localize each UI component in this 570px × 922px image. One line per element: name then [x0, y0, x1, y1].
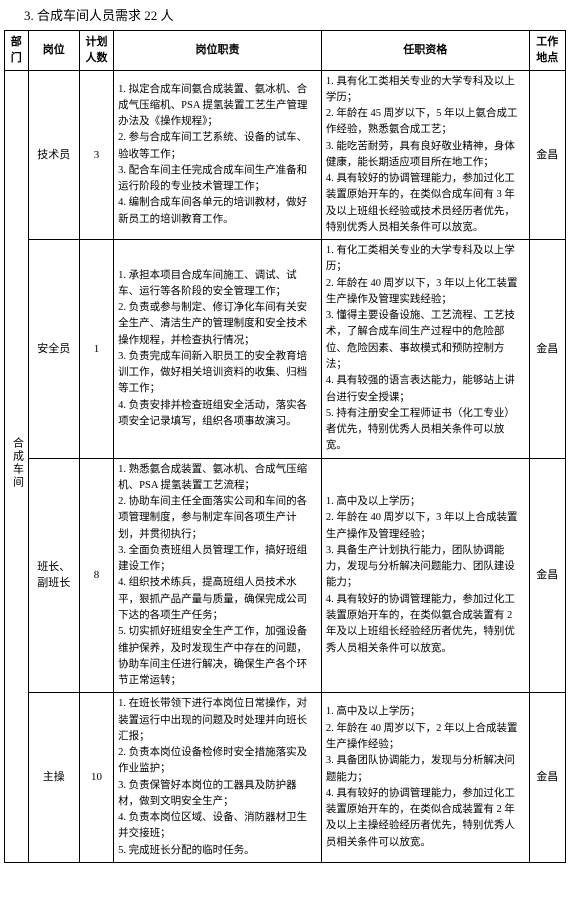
location-cell: 金昌 — [529, 240, 565, 458]
duty-cell: 1. 拟定合成车间氨合成装置、氨冰机、合成气压缩机、PSA 提氢装置工艺生产管理… — [114, 70, 322, 240]
header-count: 计划人数 — [79, 30, 113, 70]
qual-cell: 1. 具有化工类相关专业的大学专科及以上学历；2. 年龄在 45 周岁以下，5 … — [321, 70, 529, 240]
header-duty: 岗位职责 — [114, 30, 322, 70]
header-dept: 部门 — [5, 30, 29, 70]
count-cell: 3 — [79, 70, 113, 240]
position-cell: 技术员 — [28, 70, 79, 240]
location-cell: 金昌 — [529, 70, 565, 240]
header-row: 部门 岗位 计划人数 岗位职责 任职资格 工作地点 — [5, 30, 566, 70]
count-cell: 1 — [79, 240, 113, 458]
header-position: 岗位 — [28, 30, 79, 70]
header-qual: 任职资格 — [321, 30, 529, 70]
duty-cell: 1. 熟悉氨合成装置、氨冰机、合成气压缩机、PSA 提氢装置工艺流程；2. 协助… — [114, 458, 322, 693]
table-row: 合成车间 技术员 3 1. 拟定合成车间氨合成装置、氨冰机、合成气压缩机、PSA… — [5, 70, 566, 240]
section-title: 3. 合成车间人员需求 22 人 — [4, 4, 566, 30]
duty-cell: 1. 承担本项目合成车间施工、调试、试车、运行等各阶段的安全管理工作；2. 负责… — [114, 240, 322, 458]
location-cell: 金昌 — [529, 458, 565, 693]
dept-cell: 合成车间 — [5, 70, 29, 862]
duty-cell: 1. 在班长带领下进行本岗位日常操作，对装置运行中出现的问题及时处理并向班长汇报… — [114, 693, 322, 863]
qual-cell: 1. 高中及以上学历；2. 年龄在 40 周岁以下，2 年以上合成装置生产操作经… — [321, 693, 529, 863]
qual-cell: 1. 有化工类相关专业的大学专科及以上学历；2. 年龄在 40 周岁以下，3 年… — [321, 240, 529, 458]
table-row: 班长、副班长 8 1. 熟悉氨合成装置、氨冰机、合成气压缩机、PSA 提氢装置工… — [5, 458, 566, 693]
table-row: 主操 10 1. 在班长带领下进行本岗位日常操作，对装置运行中出现的问题及时处理… — [5, 693, 566, 863]
count-cell: 8 — [79, 458, 113, 693]
header-location: 工作地点 — [529, 30, 565, 70]
table-row: 安全员 1 1. 承担本项目合成车间施工、调试、试车、运行等各阶段的安全管理工作… — [5, 240, 566, 458]
requirements-table: 部门 岗位 计划人数 岗位职责 任职资格 工作地点 合成车间 技术员 3 1. … — [4, 30, 566, 863]
position-cell: 班长、副班长 — [28, 458, 79, 693]
qual-cell: 1. 高中及以上学历；2. 年龄在 40 周岁以下，3 年以上合成装置生产操作及… — [321, 458, 529, 693]
count-cell: 10 — [79, 693, 113, 863]
position-cell: 安全员 — [28, 240, 79, 458]
dept-name: 合成车间 — [9, 437, 26, 489]
location-cell: 金昌 — [529, 693, 565, 863]
position-cell: 主操 — [28, 693, 79, 863]
